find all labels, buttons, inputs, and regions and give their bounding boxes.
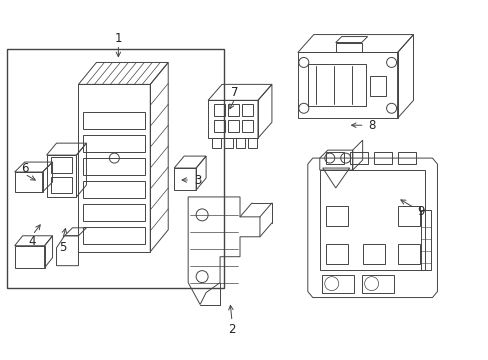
Bar: [349, 152, 367, 164]
Bar: [325, 206, 347, 226]
Bar: [83, 158, 145, 175]
Bar: [227, 104, 239, 116]
Bar: [319, 170, 425, 270]
Bar: [242, 120, 252, 132]
Bar: [227, 120, 239, 132]
Bar: [421, 210, 430, 270]
Bar: [78, 84, 150, 252]
Text: 7: 7: [231, 86, 238, 99]
Bar: [83, 181, 145, 198]
Bar: [214, 104, 224, 116]
Bar: [83, 227, 145, 244]
Bar: [50, 157, 72, 173]
Bar: [83, 112, 145, 129]
Text: 1: 1: [114, 32, 122, 45]
Text: 2: 2: [228, 323, 235, 336]
Text: 9: 9: [417, 205, 425, 219]
Bar: [335, 42, 361, 53]
Bar: [369, 76, 385, 96]
Bar: [83, 204, 145, 221]
Bar: [361, 275, 393, 293]
Text: 8: 8: [367, 119, 375, 132]
Bar: [15, 246, 44, 268]
Text: 3: 3: [194, 174, 202, 186]
Text: 5: 5: [59, 241, 66, 254]
Bar: [46, 155, 76, 197]
Bar: [50, 177, 72, 193]
Bar: [242, 104, 252, 116]
Bar: [373, 152, 391, 164]
Bar: [236, 138, 244, 148]
Bar: [297, 53, 397, 118]
Bar: [212, 138, 221, 148]
Bar: [362, 244, 384, 264]
Bar: [224, 138, 233, 148]
Bar: [325, 152, 343, 164]
Bar: [7, 49, 224, 288]
Bar: [174, 168, 196, 190]
Bar: [247, 138, 256, 148]
Bar: [208, 100, 258, 138]
Text: 6: 6: [21, 162, 28, 175]
Text: 4: 4: [29, 235, 36, 248]
Bar: [397, 206, 419, 226]
Bar: [397, 152, 415, 164]
Bar: [214, 120, 224, 132]
Bar: [321, 275, 353, 293]
Bar: [397, 244, 419, 264]
Bar: [15, 172, 42, 192]
Bar: [83, 135, 145, 152]
Bar: [325, 244, 347, 264]
Bar: [307, 64, 365, 106]
